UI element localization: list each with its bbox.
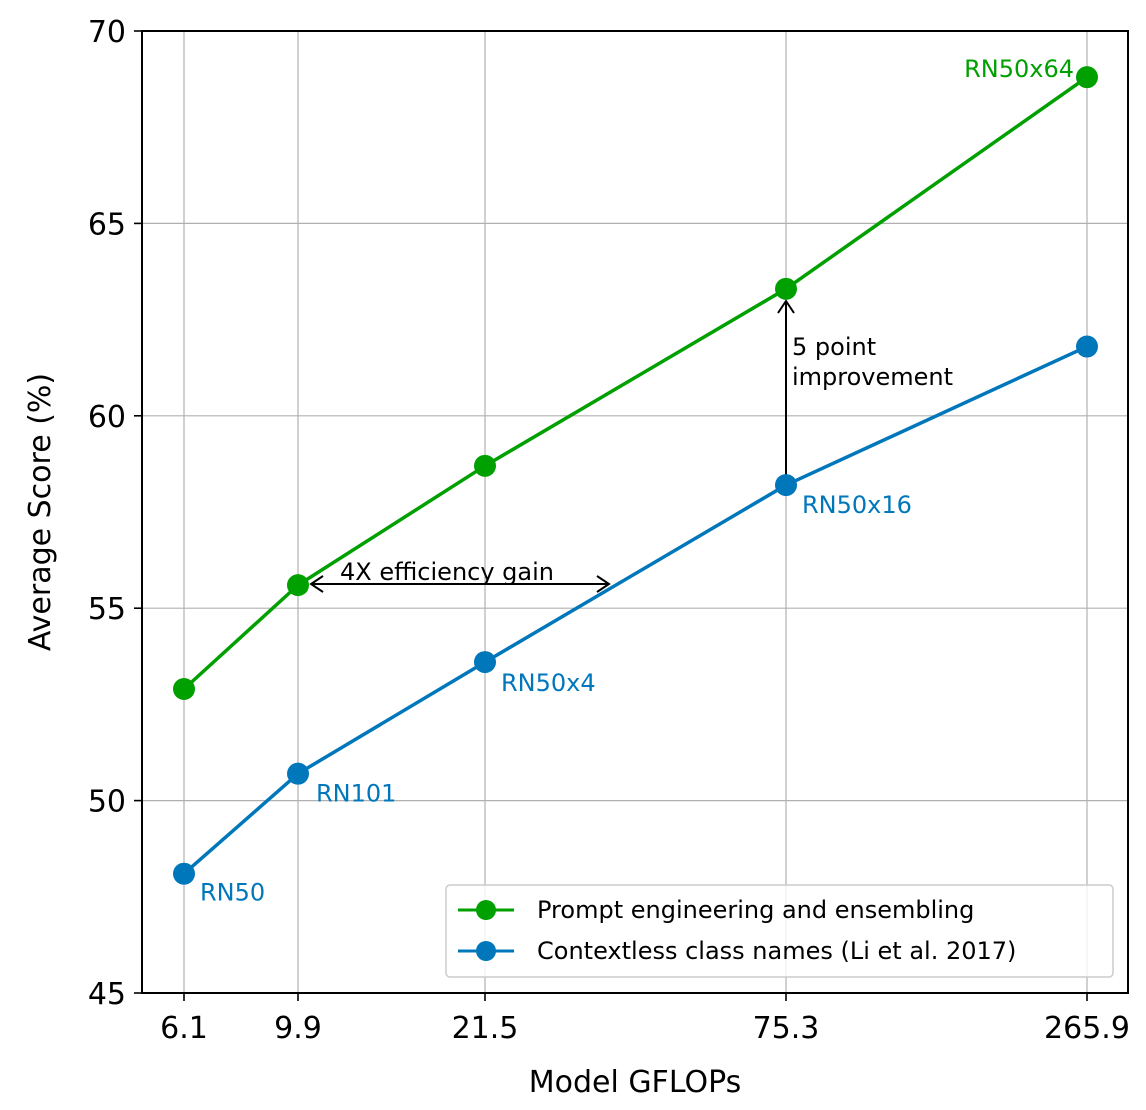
y-tick-label: 55 bbox=[88, 592, 126, 627]
x-tick-label: 6.1 bbox=[160, 1011, 208, 1046]
y-axis-label: Average Score (%) bbox=[23, 373, 58, 651]
legend-marker-contextless bbox=[476, 941, 496, 961]
x-tick-label: 75.3 bbox=[753, 1011, 820, 1046]
efficiency-annotation: 4X efficiency gain bbox=[340, 558, 554, 586]
y-tick-label: 70 bbox=[88, 15, 126, 50]
improvement-annotation-line2: improvement bbox=[792, 363, 953, 391]
data-point bbox=[287, 762, 309, 785]
legend-marker-prompt bbox=[476, 900, 496, 920]
y-tick-label: 50 bbox=[88, 785, 126, 820]
x-tick-label: 265.9 bbox=[1044, 1011, 1130, 1046]
legend-box bbox=[445, 884, 1114, 978]
y-tick-label: 65 bbox=[88, 207, 126, 242]
legend: Prompt engineering and ensembling Contex… bbox=[445, 884, 1114, 978]
point-label-rn50x4: RN50x4 bbox=[501, 669, 596, 697]
point-label-rn50x16: RN50x16 bbox=[802, 491, 912, 519]
point-labels: RN50x64 RN50 RN101 RN50x4 RN50x16 bbox=[200, 55, 1074, 907]
x-tick-label: 21.5 bbox=[452, 1011, 519, 1046]
ticks: 6.1 9.9 21.5 75.3 265.9 45 50 55 60 65 70 bbox=[88, 15, 1130, 1046]
plot-frame bbox=[141, 30, 1129, 994]
legend-label-prompt: Prompt engineering and ensembling bbox=[537, 896, 974, 924]
efficiency-arrow-head-right bbox=[596, 575, 611, 593]
data-point bbox=[1076, 66, 1098, 89]
data-point bbox=[775, 474, 797, 497]
data-point bbox=[173, 678, 195, 701]
y-tick-label: 45 bbox=[88, 977, 126, 1012]
x-axis-label: Model GFLOPs bbox=[529, 1065, 742, 1100]
data-point bbox=[287, 574, 309, 597]
data-point bbox=[173, 862, 195, 885]
point-label-rn50x64: RN50x64 bbox=[964, 55, 1074, 83]
data-point bbox=[474, 651, 496, 674]
efficiency-arrow-head-left bbox=[309, 575, 324, 593]
legend-label-contextless: Contextless class names (Li et al. 2017) bbox=[537, 937, 1016, 965]
grid bbox=[142, 30, 1128, 994]
y-tick-label: 60 bbox=[88, 400, 126, 435]
annotations: 4X efficiency gain 5 point improvement bbox=[309, 299, 953, 593]
data-point bbox=[775, 277, 797, 300]
x-tick-label: 9.9 bbox=[274, 1011, 322, 1046]
point-label-rn50: RN50 bbox=[200, 879, 265, 907]
improvement-annotation-line1: 5 point bbox=[792, 333, 876, 361]
series bbox=[173, 66, 1098, 885]
data-point bbox=[1076, 335, 1098, 358]
improvement-arrow-head bbox=[777, 299, 795, 314]
data-point bbox=[474, 454, 496, 477]
point-label-rn101: RN101 bbox=[316, 780, 396, 808]
